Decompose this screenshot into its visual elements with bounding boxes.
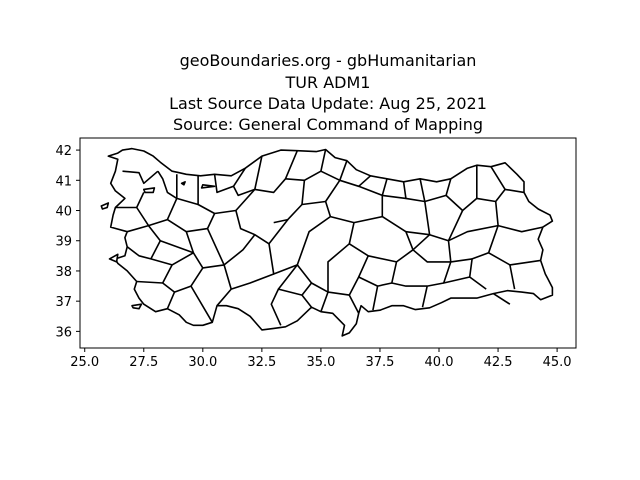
map-title: geoBoundaries.org - gbHumanitarian bbox=[179, 51, 477, 70]
province-border bbox=[166, 198, 178, 220]
province-border bbox=[197, 175, 215, 215]
x-axis: 25.0 27.5 30.0 32.5 35.0 37.5 40.0 42.5 45.0 bbox=[70, 348, 572, 370]
province-border bbox=[285, 149, 327, 182]
province-border bbox=[126, 246, 173, 266]
province-border bbox=[270, 288, 303, 326]
y-axis: 36 37 38 39 40 41 42 bbox=[55, 144, 80, 340]
y-tick-label: 38 bbox=[55, 265, 72, 280]
x-tick-label: 32.5 bbox=[247, 355, 276, 370]
province-border bbox=[442, 258, 473, 284]
map-update-date: Last Source Data Update: Aug 25, 2021 bbox=[169, 94, 487, 113]
province-border bbox=[447, 224, 499, 262]
province-border bbox=[235, 188, 289, 245]
province-border bbox=[301, 180, 306, 205]
province-border bbox=[254, 155, 263, 190]
province-border bbox=[273, 200, 326, 224]
province-border bbox=[447, 210, 464, 242]
province-border bbox=[296, 215, 355, 266]
province-border bbox=[468, 252, 489, 290]
province-border bbox=[405, 201, 431, 236]
map-subtitle-admin-level: TUR ADM1 bbox=[285, 73, 371, 92]
province-border bbox=[509, 264, 516, 290]
province-border bbox=[157, 170, 178, 200]
province-border bbox=[301, 282, 329, 308]
x-tick-label: 35.0 bbox=[306, 355, 335, 370]
country-outline bbox=[107, 147, 554, 337]
province-border bbox=[122, 170, 159, 185]
province-border bbox=[327, 243, 369, 293]
province-border bbox=[476, 166, 506, 203]
x-tick-label: 25.0 bbox=[70, 355, 99, 370]
x-tick-label: 45.0 bbox=[543, 355, 572, 370]
map-source: Source: General Command of Mapping bbox=[172, 115, 484, 134]
y-tick-label: 36 bbox=[55, 325, 72, 340]
province-border bbox=[148, 218, 195, 254]
x-tick-label: 30.0 bbox=[188, 355, 217, 370]
y-tick-label: 37 bbox=[55, 295, 72, 310]
y-tick-label: 41 bbox=[55, 174, 72, 189]
province-border bbox=[492, 292, 511, 305]
province-border bbox=[254, 150, 299, 194]
province-border bbox=[348, 276, 378, 314]
province-border bbox=[494, 201, 544, 233]
island-outline bbox=[200, 184, 216, 189]
province-border bbox=[487, 225, 541, 266]
island-outline bbox=[180, 181, 186, 186]
x-tick-label: 37.5 bbox=[365, 355, 394, 370]
x-tick-label: 42.5 bbox=[484, 355, 513, 370]
province-border bbox=[190, 264, 225, 323]
province-border bbox=[445, 165, 478, 212]
y-tick-label: 40 bbox=[55, 205, 72, 220]
island-outline bbox=[143, 187, 156, 194]
x-tick-label: 27.5 bbox=[129, 355, 158, 370]
province-border bbox=[161, 252, 204, 284]
province-border bbox=[216, 273, 274, 307]
plot-frame bbox=[79, 137, 577, 349]
y-tick-label: 42 bbox=[55, 144, 72, 159]
x-tick-label: 40.0 bbox=[425, 355, 454, 370]
province-border bbox=[223, 234, 256, 290]
province-border bbox=[232, 167, 246, 187]
island-outline bbox=[100, 202, 110, 210]
island-outline bbox=[108, 253, 119, 263]
y-tick-label: 39 bbox=[55, 235, 72, 250]
map-regions-layer bbox=[100, 147, 554, 337]
island-outline bbox=[131, 303, 143, 310]
province-border bbox=[206, 209, 237, 229]
province-border bbox=[504, 188, 525, 194]
province-border bbox=[135, 192, 145, 208]
